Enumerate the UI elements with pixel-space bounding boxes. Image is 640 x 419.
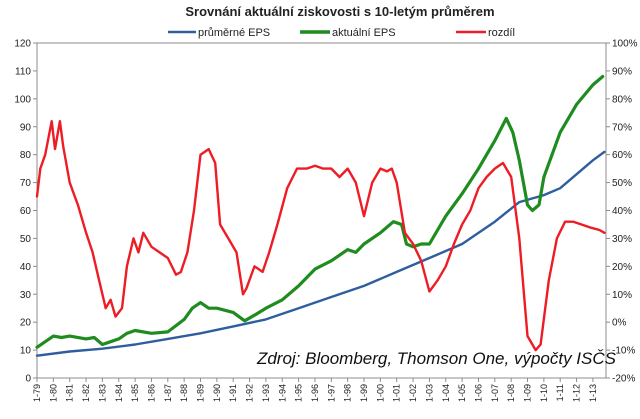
right-tick-label: -10%	[612, 346, 635, 357]
legend: průměrné EPS aktuální EPS rozdíl	[168, 27, 515, 39]
right-tick-label: -20%	[612, 374, 635, 385]
x-tick-label: 1-84	[114, 384, 124, 402]
x-tick-label: 1-06	[473, 384, 483, 402]
left-tick-label: 40	[20, 262, 32, 273]
x-tick-label: 1-13	[588, 384, 598, 402]
right-axis-ticks: -20% -10% 0% 10% 20% 30% 40% 50% 60% 70% 80% 90% 100…	[606, 39, 638, 385]
x-tick-label: 1-88	[179, 384, 189, 402]
right-tick-label: 70%	[612, 122, 632, 133]
left-tick-label: 100	[14, 94, 31, 105]
chart-title: Srovnání aktuální ziskovosti s 10-letým …	[185, 4, 494, 19]
right-tick-label: 0%	[612, 318, 627, 329]
left-tick-label: 50	[20, 234, 32, 245]
left-tick-label: 70	[20, 178, 32, 189]
left-tick-label: 30	[20, 290, 32, 301]
right-tick-label: 40%	[612, 206, 632, 217]
x-tick-label: 1-05	[457, 384, 467, 402]
x-tick-label: 1-96	[310, 384, 320, 402]
left-tick-label: 120	[14, 39, 31, 50]
left-tick-label: 60	[20, 206, 32, 217]
x-tick-label: 1-98	[343, 384, 353, 402]
x-tick-label: 1-81	[65, 384, 75, 402]
left-axis-ticks: 0 10 20 30 40 50 60 70 80 90 100 110 120	[14, 39, 37, 385]
x-tick-label: 1-94	[277, 384, 287, 402]
legend-label-aktualni-eps: aktuální EPS	[332, 27, 396, 39]
source-note: Zdroj: Bloomberg, Thomson One, výpočty I…	[256, 349, 617, 368]
x-tick-label: 1-07	[490, 384, 500, 402]
series-line-aktualni-eps	[35, 74, 605, 349]
right-tick-label: 30%	[612, 234, 632, 245]
right-tick-label: 80%	[612, 94, 632, 105]
legend-label-rozdil: rozdíl	[488, 27, 515, 39]
left-tick-label: 20	[20, 318, 32, 329]
series-line-rozdil	[35, 119, 606, 352]
x-tick-label: 1-90	[212, 384, 222, 402]
series-lines	[35, 74, 606, 357]
x-tick-label: 1-00	[375, 384, 385, 402]
x-tick-label: 1-91	[228, 384, 238, 402]
right-tick-label: 60%	[612, 150, 632, 161]
x-tick-label: 1-92	[245, 384, 255, 402]
x-tick-label: 1-02	[408, 384, 418, 402]
x-tick-label: 1-79	[32, 384, 42, 402]
right-tick-label: 100%	[612, 39, 638, 50]
x-tick-label: 1-97	[326, 384, 336, 402]
x-tick-label: 1-99	[359, 384, 369, 402]
x-tick-label: 1-86	[146, 384, 156, 402]
left-tick-label: 10	[20, 346, 32, 357]
x-tick-label: 1-08	[506, 384, 516, 402]
x-tick-label: 1-04	[441, 384, 451, 402]
x-tick-label: 1-87	[163, 384, 173, 402]
x-tick-label: 1-12	[572, 384, 582, 402]
right-tick-label: 90%	[612, 66, 632, 77]
right-tick-label: 20%	[612, 262, 632, 273]
x-tick-label: 1-93	[261, 384, 271, 402]
right-tick-label: 50%	[612, 178, 632, 189]
x-tick-label: 1-03	[424, 384, 434, 402]
x-tick-label: 1-82	[81, 384, 91, 402]
x-tick-label: 1-10	[539, 384, 549, 402]
series-line-prumerne-eps	[35, 150, 606, 357]
x-tick-label: 1-85	[130, 384, 140, 402]
left-tick-label: 0	[25, 374, 31, 385]
plot-area-border	[36, 42, 607, 379]
x-axis-ticks: 1-79 1-80 1-81 1-82 1-83 1-84 1-85 1-86 1-87 1-88…	[32, 378, 598, 402]
x-tick-label: 1-89	[196, 384, 206, 402]
x-tick-label: 1-11	[555, 384, 565, 401]
left-tick-label: 110	[15, 66, 31, 77]
x-tick-label: 1-80	[48, 384, 58, 402]
left-tick-label: 90	[20, 122, 32, 133]
left-tick-label: 80	[20, 150, 32, 161]
x-tick-label: 1-83	[97, 384, 107, 402]
x-tick-label: 1-09	[523, 384, 533, 402]
legend-label-prumerne-eps: průměrné EPS	[198, 27, 270, 39]
x-tick-label: 1-95	[294, 384, 304, 402]
x-tick-label: 1-01	[392, 384, 402, 402]
right-tick-label: 10%	[612, 290, 632, 301]
